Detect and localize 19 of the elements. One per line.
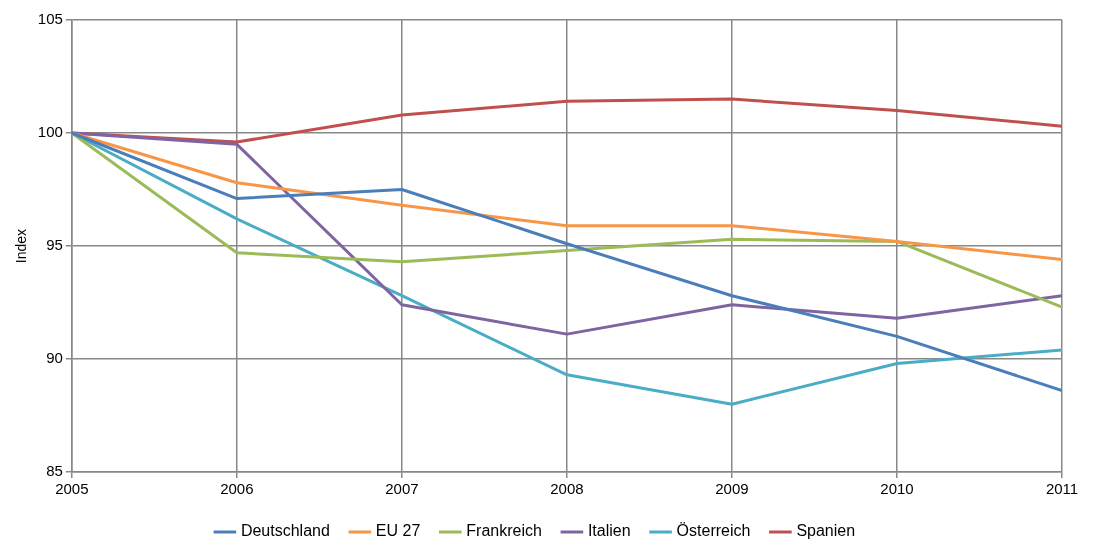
x-tick-label: 2006 (220, 480, 254, 498)
legend-label: Österreich (676, 522, 751, 540)
legend-label: Deutschland (240, 522, 330, 540)
legend-label: Frankreich (466, 522, 542, 540)
y-tick-label: 85 (46, 462, 63, 480)
x-tick-label: 2011 (1045, 480, 1079, 498)
y-tick-label: 105 (37, 10, 63, 28)
x-tick-label: 2010 (880, 480, 914, 498)
legend-label: Italien (587, 522, 631, 540)
x-tick-label: 2008 (550, 480, 584, 498)
x-tick-label: 2007 (385, 480, 419, 498)
legend-label: Spanien (796, 522, 856, 540)
legend-label: EU 27 (375, 522, 421, 540)
y-tick-label: 100 (37, 123, 63, 141)
y-tick-label: 95 (46, 236, 63, 254)
y-tick-label: 90 (46, 349, 63, 367)
y-axis-title: Index (13, 228, 30, 264)
x-tick-label: 2009 (715, 480, 749, 498)
x-tick-label: 2005 (55, 480, 89, 498)
